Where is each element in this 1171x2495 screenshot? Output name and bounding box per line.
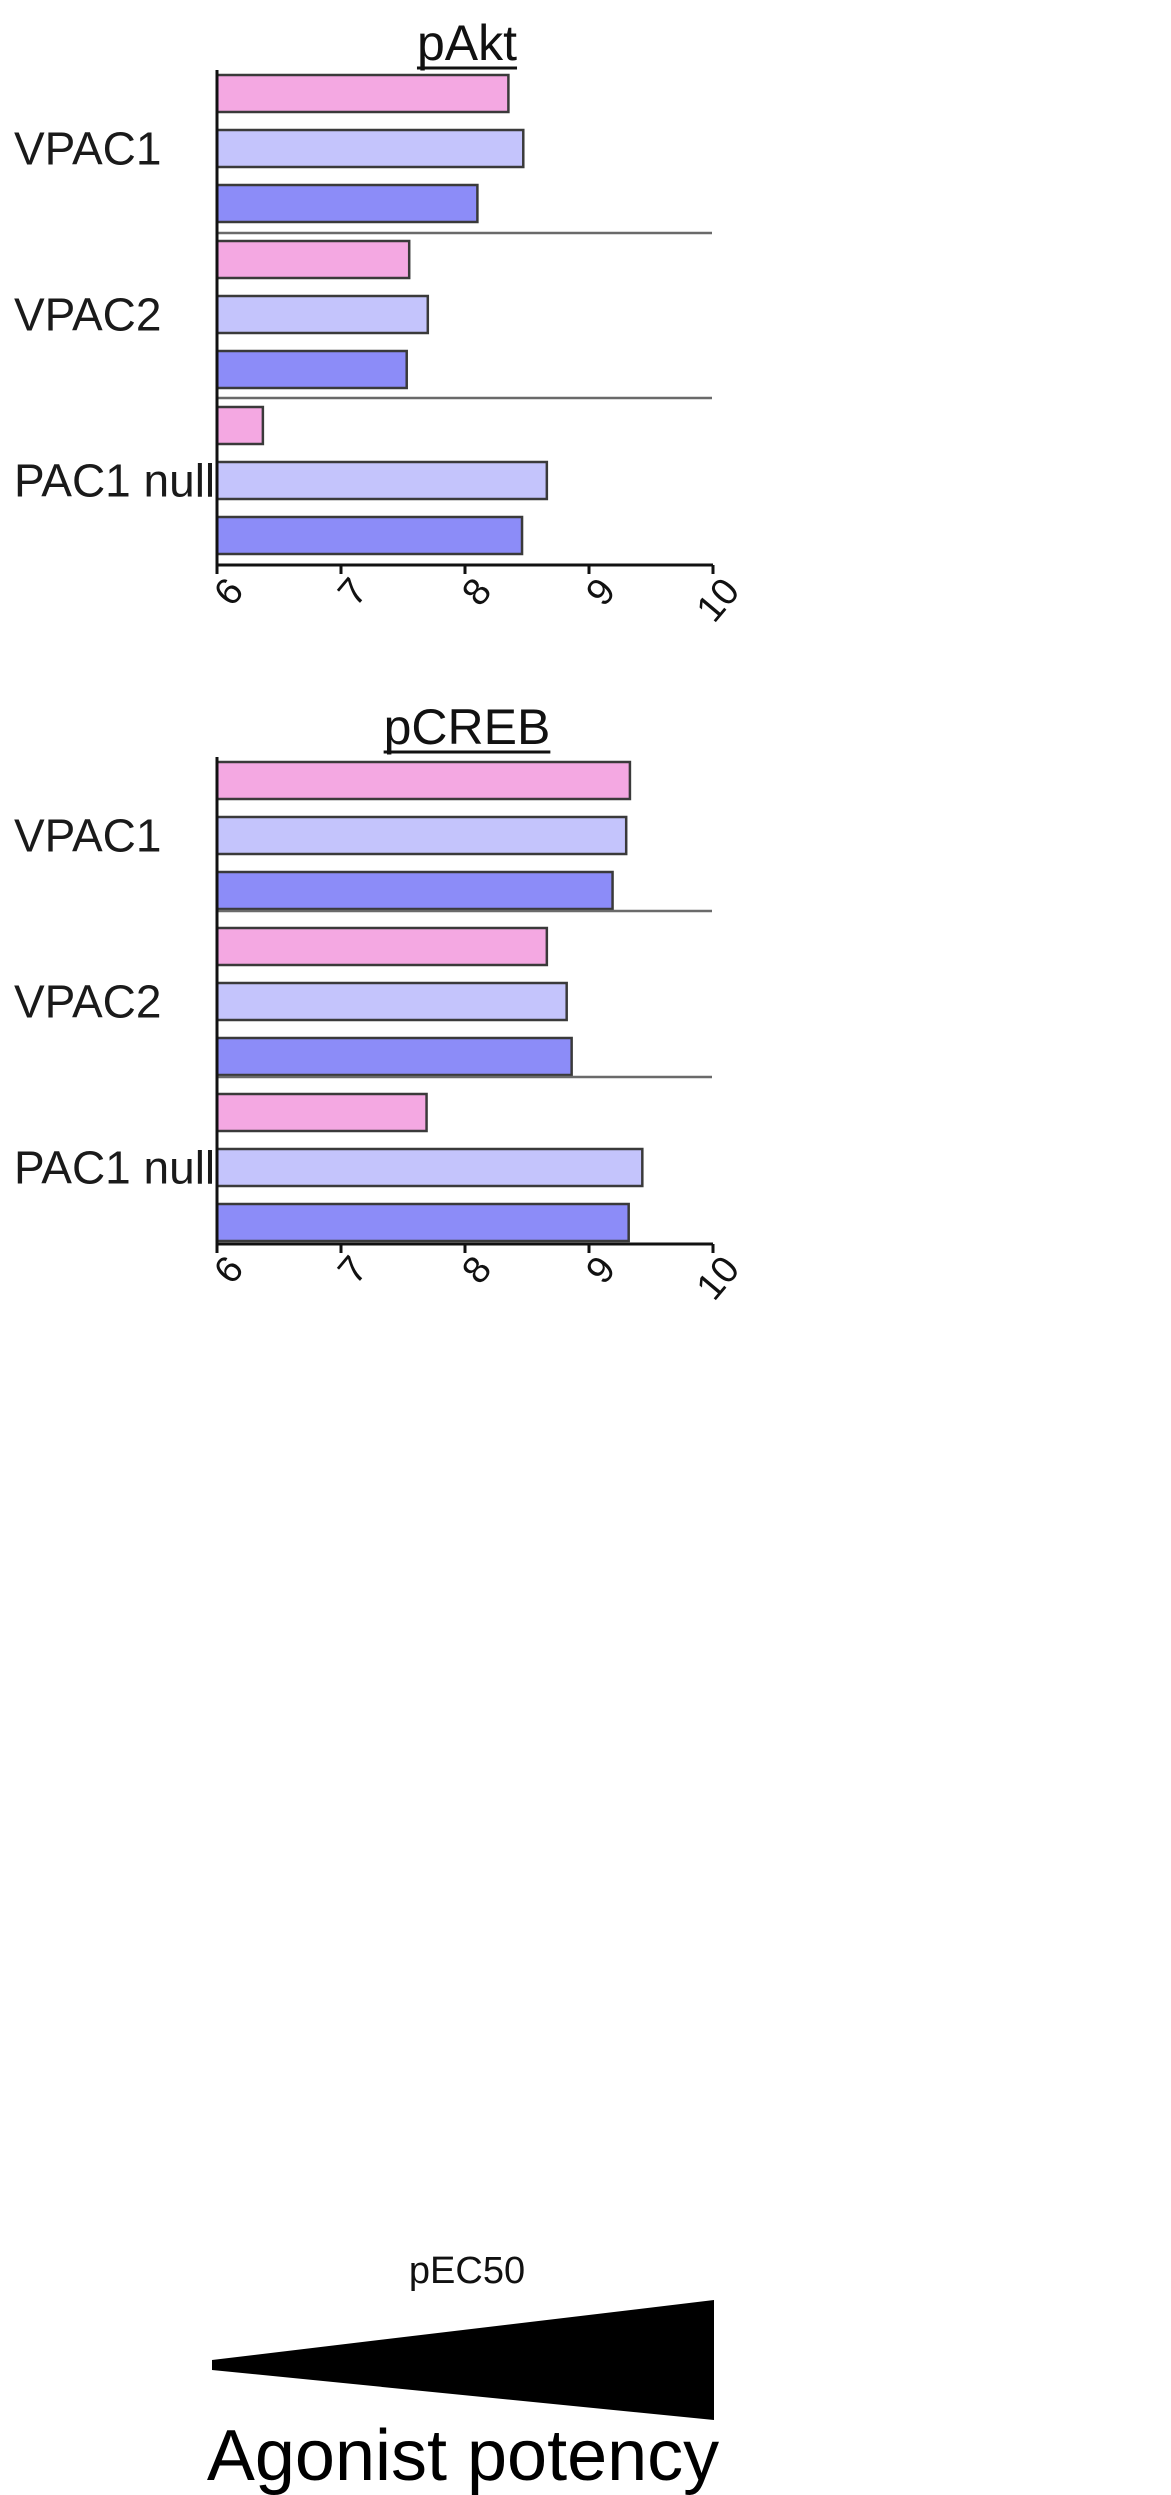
category-label: VPAC1 xyxy=(14,123,161,175)
bar-vpac2-3 xyxy=(215,349,408,390)
bar-pac1-null-1 xyxy=(215,1092,428,1133)
x-tick-label: 10 xyxy=(689,571,748,630)
category-label: VPAC2 xyxy=(14,289,161,341)
x-tick-label: 6 xyxy=(206,571,252,614)
category-label: PAC1 null xyxy=(14,455,215,507)
x-tick-label: 8 xyxy=(454,1249,500,1292)
chart-pakt: pAkt VPAC1 VPAC2 PAC1 null 6 7 8 9 10 xyxy=(14,15,748,630)
chart-title-pakt: pAkt xyxy=(417,15,517,71)
x-tick-label: 7 xyxy=(330,1249,376,1292)
bar-vpac1-1 xyxy=(215,760,632,801)
bar-vpac1-2 xyxy=(215,128,525,169)
category-label: VPAC2 xyxy=(14,976,161,1028)
bar-vpac1-3 xyxy=(215,870,614,911)
chart-pcreb: pCREB VPAC1 VPAC2 PAC1 null 6 7 8 9 10 pEC50 xyxy=(14,699,748,2292)
x-tick-label: 9 xyxy=(578,1249,624,1292)
bar-vpac2-1 xyxy=(215,239,411,280)
potency-wedge xyxy=(212,2300,714,2420)
bar-pac1-null-3 xyxy=(215,515,524,556)
chart-title-pcreb: pCREB xyxy=(384,699,551,755)
x-tick-label: 10 xyxy=(689,1249,748,1308)
x-tick-label: 6 xyxy=(206,1249,252,1292)
bar-vpac2-3 xyxy=(215,1036,573,1077)
x-tick-label: 8 xyxy=(454,571,500,614)
bar-vpac2-2 xyxy=(215,981,568,1022)
bar-vpac1-3 xyxy=(215,183,479,224)
bar-pac1-null-2 xyxy=(215,1147,644,1188)
bar-pac1-null-1 xyxy=(215,405,265,446)
bar-vpac1-2 xyxy=(215,815,628,856)
bar-vpac2-2 xyxy=(215,294,430,335)
agonist-potency-label: Agonist potency xyxy=(207,2416,719,2495)
x-tick-label: 9 xyxy=(578,571,624,614)
bar-vpac2-1 xyxy=(215,926,549,967)
bar-pac1-null-2 xyxy=(215,460,549,501)
category-label: VPAC1 xyxy=(14,810,161,862)
x-axis-label: pEC50 xyxy=(409,2250,525,2292)
bar-pac1-null-3 xyxy=(215,1202,630,1243)
bar-vpac1-1 xyxy=(215,73,510,114)
x-tick-label: 7 xyxy=(330,571,376,614)
category-label: PAC1 null xyxy=(14,1142,215,1194)
